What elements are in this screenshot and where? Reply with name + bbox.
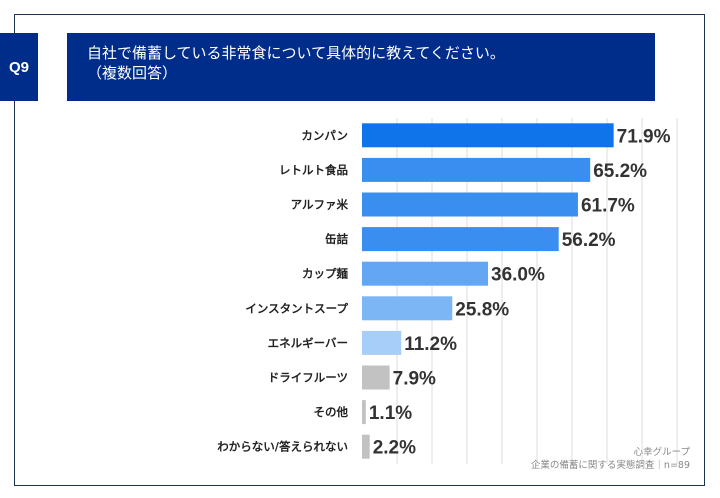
value-label: 11.2%: [404, 334, 457, 355]
value-label: 1.1%: [369, 403, 412, 424]
category-label: アルファ米: [291, 198, 349, 212]
category-label: エネルギーバー: [268, 336, 348, 350]
value-label: 2.2%: [373, 438, 416, 459]
value-label: 71.9%: [617, 126, 671, 147]
bar: [362, 123, 614, 148]
value-label: 61.7%: [581, 196, 635, 217]
category-label: ドライフルーツ: [268, 371, 348, 385]
category-label: 缶詰: [325, 232, 348, 246]
bar: [362, 227, 559, 252]
source-survey: 企業の備蓄に関する実態調査｜n=89: [530, 460, 690, 471]
source-company: 心幸グループ: [633, 447, 690, 458]
category-label: カップ麺: [302, 267, 348, 281]
value-label: 65.2%: [593, 161, 647, 182]
bar: [362, 330, 402, 355]
category-label: その他: [314, 405, 349, 419]
question-title-line2: （複数回答）: [87, 64, 178, 82]
chart-frame: [14, 14, 705, 486]
question-title-line1: 自社で備蓄している非常食について具体的に教えてください。: [87, 44, 505, 62]
bar: [362, 296, 453, 321]
question-number: Q9: [0, 33, 38, 101]
bar: [362, 365, 390, 390]
category-label: レトルト食品: [279, 163, 348, 177]
bar: [362, 434, 370, 459]
bar: [362, 157, 591, 182]
value-label: 56.2%: [562, 230, 616, 251]
value-label: 25.8%: [455, 299, 509, 320]
bar: [362, 192, 578, 217]
bar: [362, 400, 366, 425]
source-note: 心幸グループ 企業の備蓄に関する実態調査｜n=89: [531, 446, 690, 472]
category-label: カンパン: [301, 128, 348, 142]
question-title: 自社で備蓄している非常食について具体的に教えてください。 （複数回答）: [67, 33, 655, 101]
value-label: 7.9%: [393, 369, 436, 390]
bar: [362, 261, 488, 286]
category-label: わからない/答えられない: [217, 440, 348, 454]
category-label: インスタントスープ: [245, 301, 348, 315]
value-label: 36.0%: [491, 265, 545, 286]
